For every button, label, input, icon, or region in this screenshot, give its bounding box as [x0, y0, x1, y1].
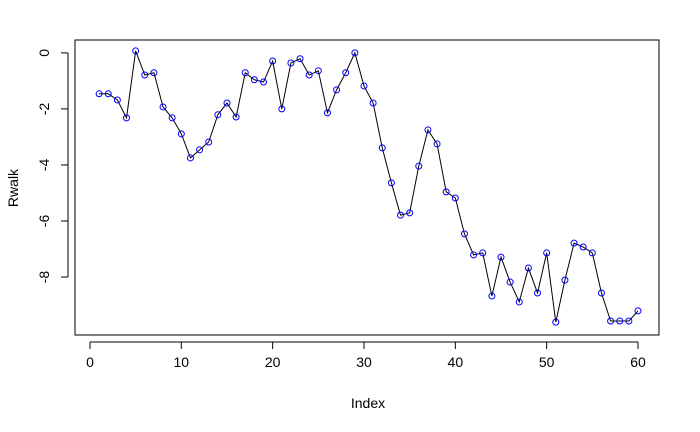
data-point — [515, 298, 523, 306]
data-point — [406, 209, 414, 217]
data-point — [625, 317, 633, 325]
y-tick-label: 0 — [36, 49, 52, 57]
data-point — [387, 179, 395, 187]
data-point — [323, 109, 331, 117]
data-point — [104, 90, 112, 98]
data-point — [214, 111, 222, 119]
data-point — [597, 289, 605, 297]
data-point — [250, 76, 258, 84]
data-point — [333, 86, 341, 94]
x-axis-label: Index — [351, 395, 385, 411]
data-point — [460, 230, 468, 238]
data-point — [360, 82, 368, 90]
data-point — [95, 90, 103, 98]
data-point — [296, 55, 304, 63]
data-point — [552, 318, 560, 326]
x-tick-label: 20 — [265, 354, 281, 370]
data-point — [561, 276, 569, 284]
x-tick-label: 60 — [630, 354, 646, 370]
data-point — [616, 317, 624, 325]
data-point — [488, 292, 496, 300]
data-point — [415, 162, 423, 170]
data-point — [497, 253, 505, 261]
data-point — [168, 114, 176, 122]
data-point — [113, 96, 121, 104]
y-tick-label: -8 — [36, 271, 52, 284]
data-point — [159, 103, 167, 111]
y-tick-label: -4 — [36, 159, 52, 172]
data-point — [451, 194, 459, 202]
data-point — [314, 67, 322, 75]
data-point — [524, 264, 532, 272]
data-point — [232, 113, 240, 121]
y-tick-label: -2 — [36, 102, 52, 115]
data-point — [543, 249, 551, 257]
data-point — [634, 307, 642, 315]
y-axis-label: Rwalk — [5, 168, 21, 207]
x-tick-label: 30 — [356, 354, 372, 370]
data-point — [177, 130, 185, 138]
data-point — [607, 317, 615, 325]
data-point — [287, 59, 295, 67]
data-point — [369, 99, 377, 107]
data-point — [123, 114, 131, 122]
data-point — [305, 71, 313, 79]
data-point — [141, 71, 149, 79]
y-tick-label: -6 — [36, 215, 52, 228]
data-point — [506, 278, 514, 286]
data-point — [442, 188, 450, 196]
data-point — [186, 154, 194, 162]
data-point — [378, 144, 386, 152]
data-point — [342, 69, 350, 77]
data-line — [99, 50, 639, 323]
data-point — [132, 47, 140, 55]
x-tick-label: 40 — [448, 354, 464, 370]
data-point — [433, 140, 441, 148]
data-point — [424, 126, 432, 134]
data-point — [470, 251, 478, 259]
data-point — [196, 146, 204, 154]
data-point — [205, 138, 213, 146]
data-point — [479, 249, 487, 257]
data-point — [269, 57, 277, 65]
data-point — [534, 289, 542, 297]
data-point — [588, 249, 596, 257]
data-point — [223, 99, 231, 107]
data-point — [241, 69, 249, 77]
data-point — [351, 49, 359, 57]
x-tick-label: 50 — [539, 354, 555, 370]
data-point — [278, 105, 286, 113]
data-point — [570, 239, 578, 247]
data-point — [397, 211, 405, 219]
x-tick-label: 0 — [86, 354, 94, 370]
data-point — [579, 243, 587, 251]
x-tick-label: 10 — [174, 354, 190, 370]
plot-box — [74, 39, 660, 336]
data-point — [150, 69, 158, 77]
data-point — [260, 78, 268, 86]
